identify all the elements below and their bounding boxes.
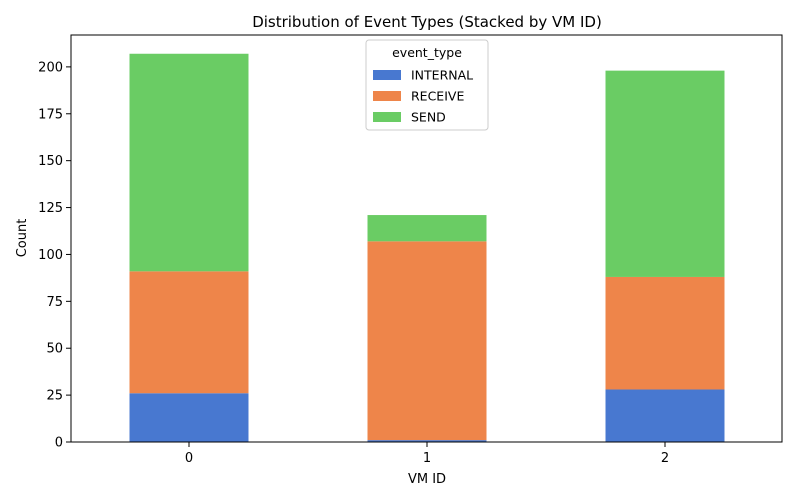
- y-tick-label: 175: [38, 107, 63, 122]
- bar-send-vm-0: [129, 53, 249, 272]
- bar-internal-vm-1: [367, 440, 487, 442]
- legend-swatch-send: [373, 112, 401, 122]
- legend-box: [365, 39, 489, 131]
- bars-group: [129, 53, 725, 442]
- y-tick-label: 75: [46, 295, 63, 310]
- bar-send-vm-1: [367, 215, 487, 242]
- y-tick-label: 100: [38, 248, 63, 263]
- y-tick-label: 50: [46, 342, 63, 357]
- bar-receive-vm-1: [367, 241, 487, 441]
- chart-title: Distribution of Event Types (Stacked by …: [252, 13, 602, 31]
- legend-swatch-internal: [373, 70, 401, 80]
- x-axis: 0 1 2: [185, 442, 669, 466]
- x-axis-label: VM ID: [408, 472, 446, 487]
- legend-label-receive: RECEIVE: [411, 89, 464, 104]
- bar-receive-vm-2: [605, 276, 725, 390]
- y-tick-label: 25: [46, 389, 63, 404]
- legend: event_type INTERNAL RECEIVE SEND: [365, 39, 489, 131]
- y-axis: 0 25 50 75 100 125 150 175 200: [38, 60, 71, 451]
- legend-label-send: SEND: [411, 110, 446, 125]
- legend-label-internal: INTERNAL: [411, 68, 473, 83]
- y-tick-label: 0: [55, 436, 63, 451]
- y-tick-label: 200: [38, 60, 63, 75]
- x-tick-label: 0: [185, 451, 193, 466]
- y-tick-label: 150: [38, 154, 63, 169]
- x-tick-label: 2: [661, 451, 669, 466]
- legend-title: event_type: [392, 45, 462, 60]
- y-tick-label: 125: [38, 201, 63, 216]
- bar-internal-vm-2: [605, 389, 725, 442]
- y-axis-label: Count: [15, 219, 30, 258]
- bar-receive-vm-0: [129, 271, 249, 394]
- bar-internal-vm-0: [129, 393, 249, 442]
- x-tick-label: 1: [423, 451, 431, 466]
- legend-swatch-receive: [373, 91, 401, 101]
- bar-send-vm-2: [605, 70, 725, 277]
